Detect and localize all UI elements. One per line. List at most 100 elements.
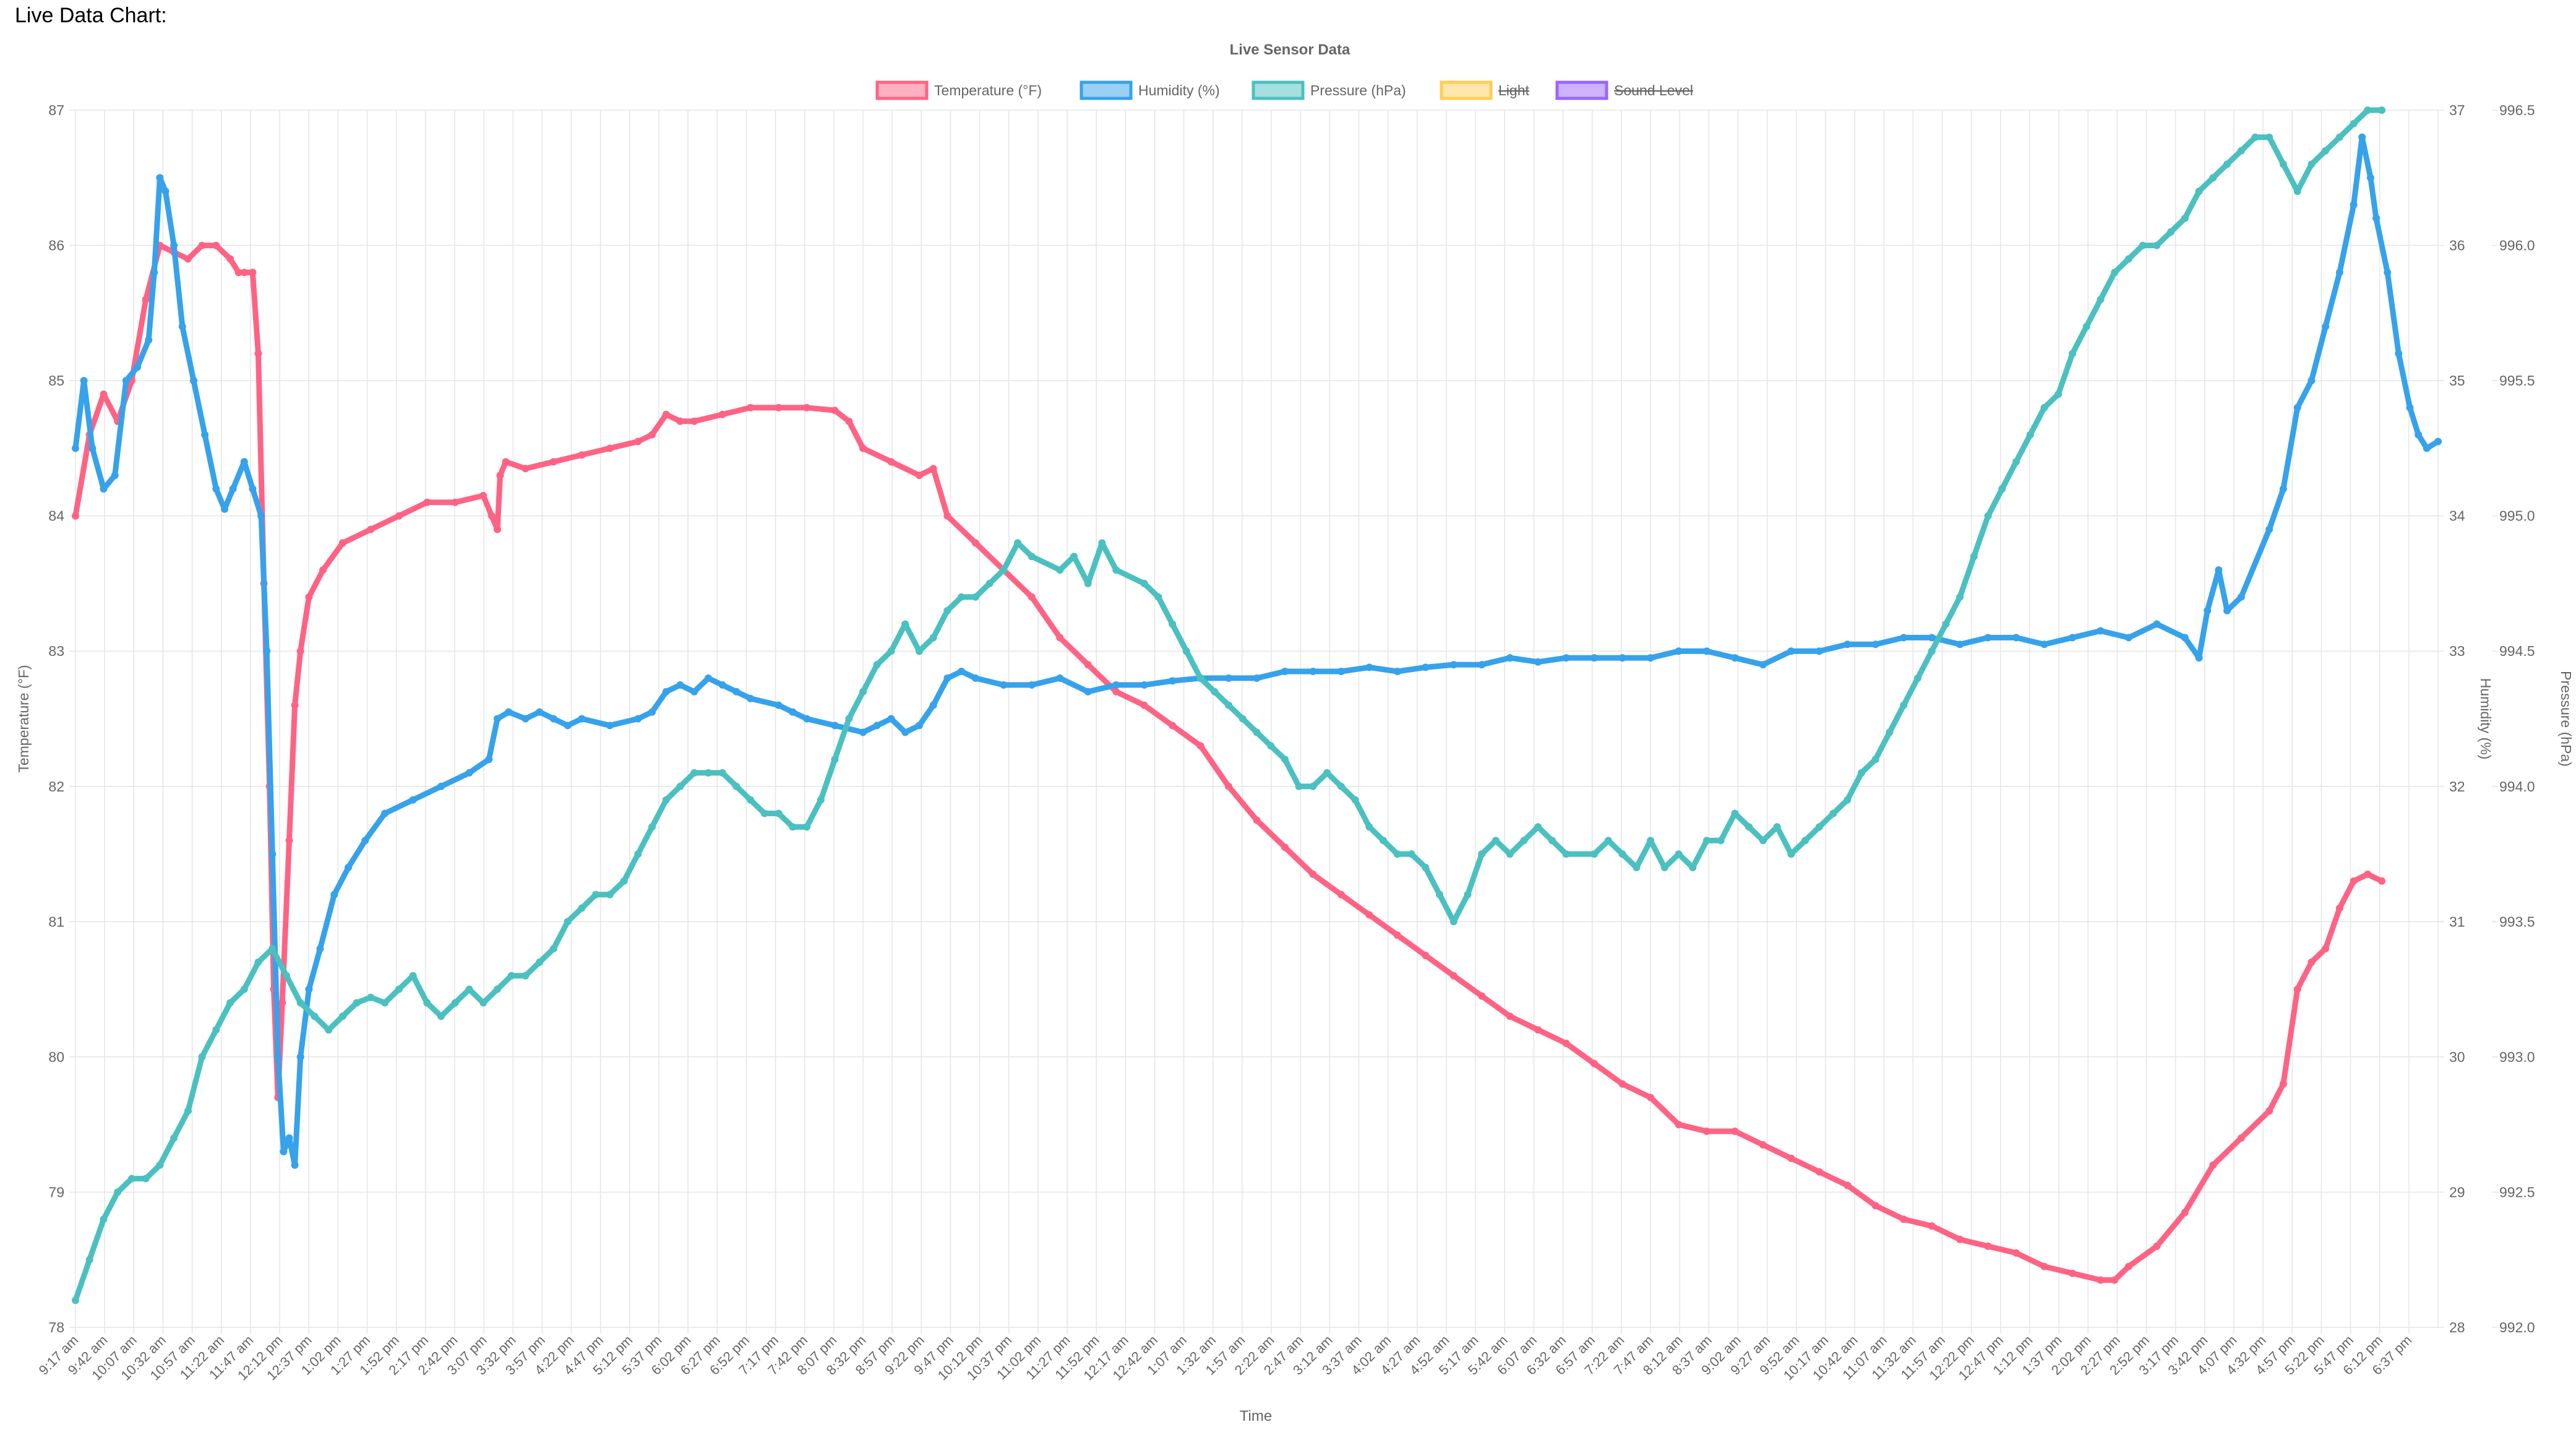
- data-point[interactable]: [803, 403, 811, 412]
- data-point[interactable]: [184, 255, 192, 263]
- data-point[interactable]: [2265, 525, 2273, 533]
- data-point[interactable]: [943, 512, 951, 520]
- data-point[interactable]: [1731, 809, 1739, 817]
- data-point[interactable]: [887, 647, 895, 655]
- data-point[interactable]: [1422, 663, 1430, 671]
- data-point[interactable]: [212, 485, 220, 493]
- data-point[interactable]: [2237, 1134, 2245, 1142]
- data-point[interactable]: [1309, 870, 1317, 878]
- data-point[interactable]: [775, 701, 783, 709]
- data-point[interactable]: [1745, 823, 1753, 831]
- data-point[interactable]: [1239, 715, 1247, 723]
- legend-label[interactable]: Temperature (°F): [934, 82, 1042, 98]
- data-point[interactable]: [198, 241, 206, 249]
- data-point[interactable]: [1534, 658, 1542, 666]
- data-point[interactable]: [704, 674, 712, 682]
- data-point[interactable]: [564, 918, 572, 926]
- data-point[interactable]: [2251, 133, 2259, 141]
- data-point[interactable]: [134, 363, 141, 371]
- data-point[interactable]: [690, 769, 698, 777]
- data-point[interactable]: [1422, 952, 1430, 959]
- legend-label[interactable]: Pressure (hPa): [1310, 82, 1406, 98]
- data-point[interactable]: [1900, 634, 1908, 642]
- legend-item[interactable]: Humidity (%): [1080, 80, 1220, 100]
- data-point[interactable]: [2012, 634, 2020, 642]
- data-point[interactable]: [676, 417, 684, 425]
- data-point[interactable]: [2293, 985, 2301, 993]
- data-point[interactable]: [268, 945, 277, 952]
- data-point[interactable]: [2111, 269, 2119, 277]
- legend-swatch[interactable]: [875, 80, 929, 100]
- data-point[interactable]: [170, 241, 178, 249]
- data-point[interactable]: [278, 999, 286, 1007]
- data-point[interactable]: [1647, 1093, 1654, 1102]
- data-point[interactable]: [296, 999, 304, 1007]
- data-point[interactable]: [676, 681, 684, 689]
- data-point[interactable]: [1731, 654, 1739, 662]
- data-point[interactable]: [1211, 688, 1219, 696]
- data-point[interactable]: [662, 410, 670, 418]
- data-point[interactable]: [2097, 627, 2105, 635]
- data-point[interactable]: [958, 593, 966, 601]
- data-point[interactable]: [1970, 553, 1978, 561]
- data-point[interactable]: [2335, 904, 2343, 912]
- data-point[interactable]: [943, 606, 951, 614]
- data-point[interactable]: [1844, 640, 1852, 649]
- data-point[interactable]: [2012, 458, 2020, 466]
- data-point[interactable]: [423, 498, 431, 506]
- data-point[interactable]: [319, 566, 327, 574]
- data-point[interactable]: [985, 579, 994, 587]
- data-point[interactable]: [634, 715, 642, 723]
- data-point[interactable]: [1942, 620, 1950, 628]
- data-point[interactable]: [1984, 1242, 1992, 1250]
- data-point[interactable]: [1844, 1181, 1852, 1189]
- data-point[interactable]: [234, 269, 243, 277]
- data-point[interactable]: [2082, 322, 2090, 330]
- data-point[interactable]: [80, 377, 88, 385]
- data-point[interactable]: [1169, 620, 1177, 628]
- data-point[interactable]: [2322, 322, 2330, 330]
- data-point[interactable]: [634, 438, 642, 446]
- data-point[interactable]: [901, 620, 909, 628]
- data-point[interactable]: [291, 701, 299, 709]
- data-point[interactable]: [2395, 350, 2403, 358]
- data-point[interactable]: [1140, 701, 1148, 709]
- data-point[interactable]: [676, 782, 684, 790]
- data-point[interactable]: [1028, 593, 1036, 601]
- data-point[interactable]: [451, 498, 459, 506]
- data-point[interactable]: [1154, 593, 1162, 601]
- data-point[interactable]: [2181, 634, 2189, 642]
- data-point[interactable]: [156, 1161, 164, 1169]
- data-point[interactable]: [1337, 782, 1345, 790]
- data-point[interactable]: [2279, 160, 2287, 168]
- data-point[interactable]: [1675, 1121, 1683, 1129]
- data-point[interactable]: [2195, 188, 2203, 196]
- data-point[interactable]: [732, 688, 741, 696]
- data-point[interactable]: [330, 890, 338, 899]
- data-point[interactable]: [747, 403, 755, 412]
- data-point[interactable]: [1591, 850, 1599, 858]
- data-point[interactable]: [296, 1053, 304, 1061]
- data-point[interactable]: [606, 444, 614, 452]
- data-point[interactable]: [1801, 837, 1810, 845]
- data-point[interactable]: [1337, 668, 1345, 675]
- data-point[interactable]: [1449, 661, 1458, 669]
- data-point[interactable]: [285, 837, 293, 845]
- data-point[interactable]: [1323, 769, 1331, 777]
- data-point[interactable]: [831, 722, 839, 730]
- data-point[interactable]: [2308, 160, 2316, 168]
- data-point[interactable]: [263, 647, 271, 655]
- data-point[interactable]: [305, 985, 313, 993]
- data-point[interactable]: [361, 837, 369, 845]
- data-point[interactable]: [1858, 769, 1865, 777]
- data-point[interactable]: [915, 722, 923, 730]
- data-point[interactable]: [1815, 1168, 1823, 1176]
- data-point[interactable]: [2237, 147, 2245, 155]
- data-point[interactable]: [2322, 147, 2330, 155]
- data-point[interactable]: [2124, 634, 2132, 642]
- data-point[interactable]: [122, 377, 130, 385]
- data-point[interactable]: [718, 681, 726, 689]
- data-point[interactable]: [929, 465, 937, 473]
- data-point[interactable]: [620, 877, 628, 885]
- data-point[interactable]: [1070, 553, 1078, 561]
